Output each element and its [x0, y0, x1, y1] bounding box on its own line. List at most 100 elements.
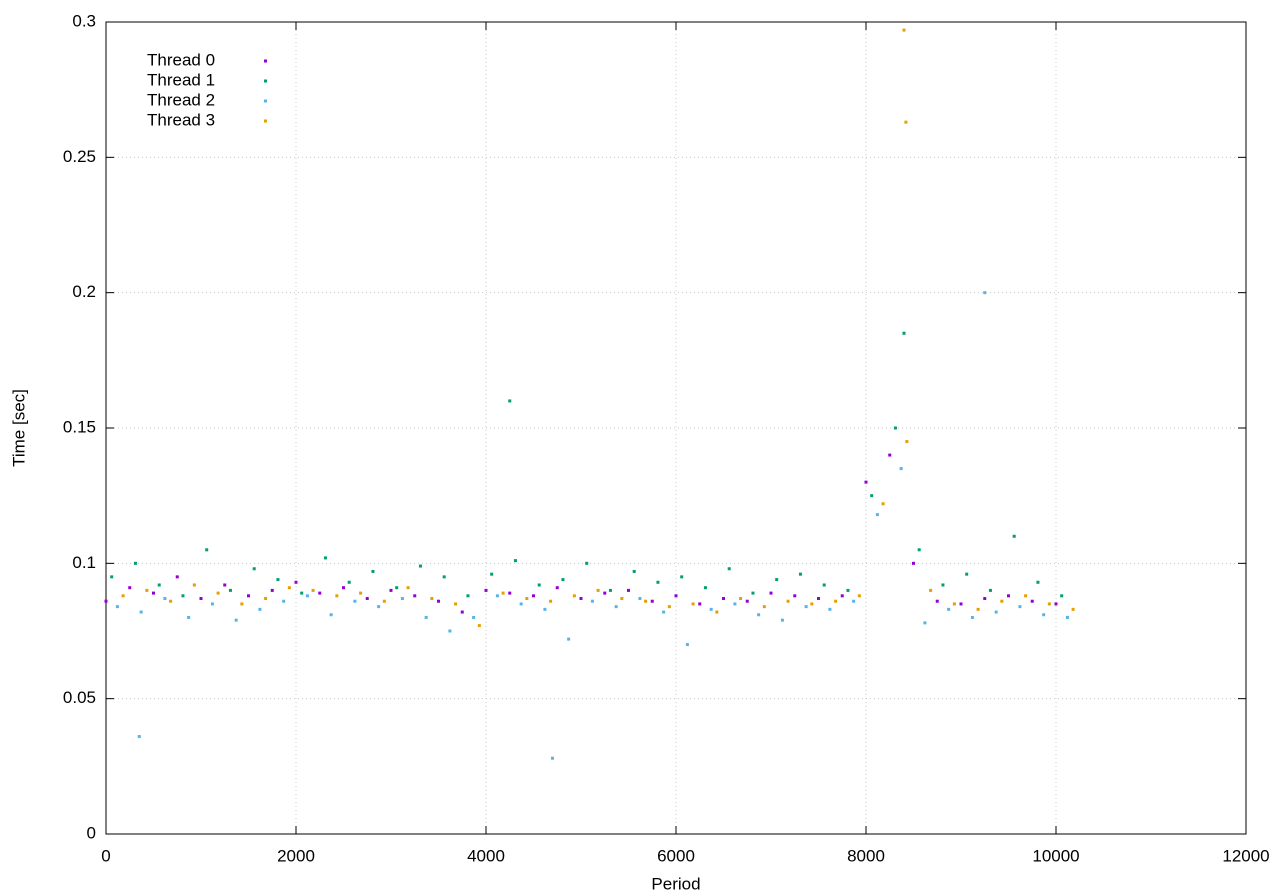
point	[976, 607, 980, 611]
point	[817, 597, 820, 601]
point	[365, 597, 369, 601]
point	[988, 588, 992, 592]
point	[137, 735, 141, 739]
y-tick-label: 0.25	[63, 147, 96, 166]
point	[804, 605, 808, 609]
point	[983, 291, 987, 295]
point	[596, 588, 600, 592]
point	[145, 588, 149, 592]
point	[1030, 599, 1034, 603]
point	[335, 594, 339, 598]
point	[834, 599, 838, 603]
point	[187, 615, 191, 619]
point	[667, 605, 671, 609]
point	[359, 591, 363, 595]
point	[1007, 594, 1010, 598]
point	[1065, 615, 1069, 619]
point	[323, 556, 327, 560]
point	[169, 599, 173, 603]
x-tick-label: 6000	[657, 846, 695, 865]
point	[418, 564, 422, 568]
point	[1012, 534, 1016, 538]
point	[210, 602, 214, 606]
point	[549, 599, 553, 603]
point	[905, 440, 909, 444]
point	[709, 607, 713, 611]
point	[472, 615, 476, 619]
point	[287, 586, 291, 590]
point	[579, 597, 583, 601]
point	[382, 599, 386, 603]
point	[1024, 594, 1028, 598]
point	[252, 567, 256, 571]
point	[994, 610, 998, 614]
point	[300, 591, 304, 595]
point	[828, 607, 832, 611]
point	[437, 599, 440, 603]
point	[371, 569, 375, 573]
point	[680, 575, 684, 579]
point	[810, 602, 814, 606]
point	[757, 613, 761, 617]
point	[192, 583, 196, 587]
point	[508, 399, 512, 403]
point	[650, 599, 654, 603]
point	[537, 583, 541, 587]
point	[329, 613, 333, 617]
point	[216, 591, 220, 595]
point	[460, 610, 464, 614]
point	[115, 605, 119, 609]
point	[627, 588, 630, 592]
point	[786, 599, 790, 603]
point	[899, 467, 903, 471]
point	[1047, 602, 1051, 606]
point	[501, 591, 505, 595]
legend-swatch	[264, 59, 267, 63]
point	[923, 621, 927, 625]
point	[133, 561, 137, 565]
point	[644, 599, 648, 603]
point	[276, 578, 280, 582]
point	[983, 597, 987, 601]
point	[234, 618, 238, 622]
point	[929, 588, 933, 592]
point	[555, 586, 559, 590]
point	[941, 583, 945, 587]
point	[1000, 599, 1004, 603]
point	[762, 605, 766, 609]
point	[377, 605, 381, 609]
y-tick-label: 0.15	[63, 417, 96, 436]
point	[484, 588, 488, 592]
point	[902, 28, 906, 32]
point	[780, 618, 784, 622]
point	[959, 602, 963, 606]
point	[739, 597, 743, 601]
point	[139, 610, 143, 614]
point	[561, 578, 565, 582]
point	[798, 572, 802, 576]
point	[852, 599, 856, 603]
point	[585, 561, 589, 565]
point	[904, 120, 908, 124]
point	[685, 643, 689, 647]
point	[567, 637, 571, 641]
point	[1036, 580, 1040, 584]
legend-label: Thread 0	[147, 50, 215, 69]
point	[893, 426, 897, 430]
point	[395, 586, 399, 590]
point	[413, 594, 417, 598]
point	[406, 586, 410, 590]
x-tick-label: 4000	[467, 846, 505, 865]
point	[400, 597, 404, 601]
point	[448, 629, 452, 633]
point	[912, 561, 915, 565]
point	[181, 594, 185, 598]
point	[353, 599, 357, 603]
point	[888, 453, 892, 457]
point	[846, 588, 850, 592]
point	[840, 594, 844, 598]
point	[822, 583, 826, 587]
point	[745, 599, 749, 603]
point	[722, 597, 725, 601]
